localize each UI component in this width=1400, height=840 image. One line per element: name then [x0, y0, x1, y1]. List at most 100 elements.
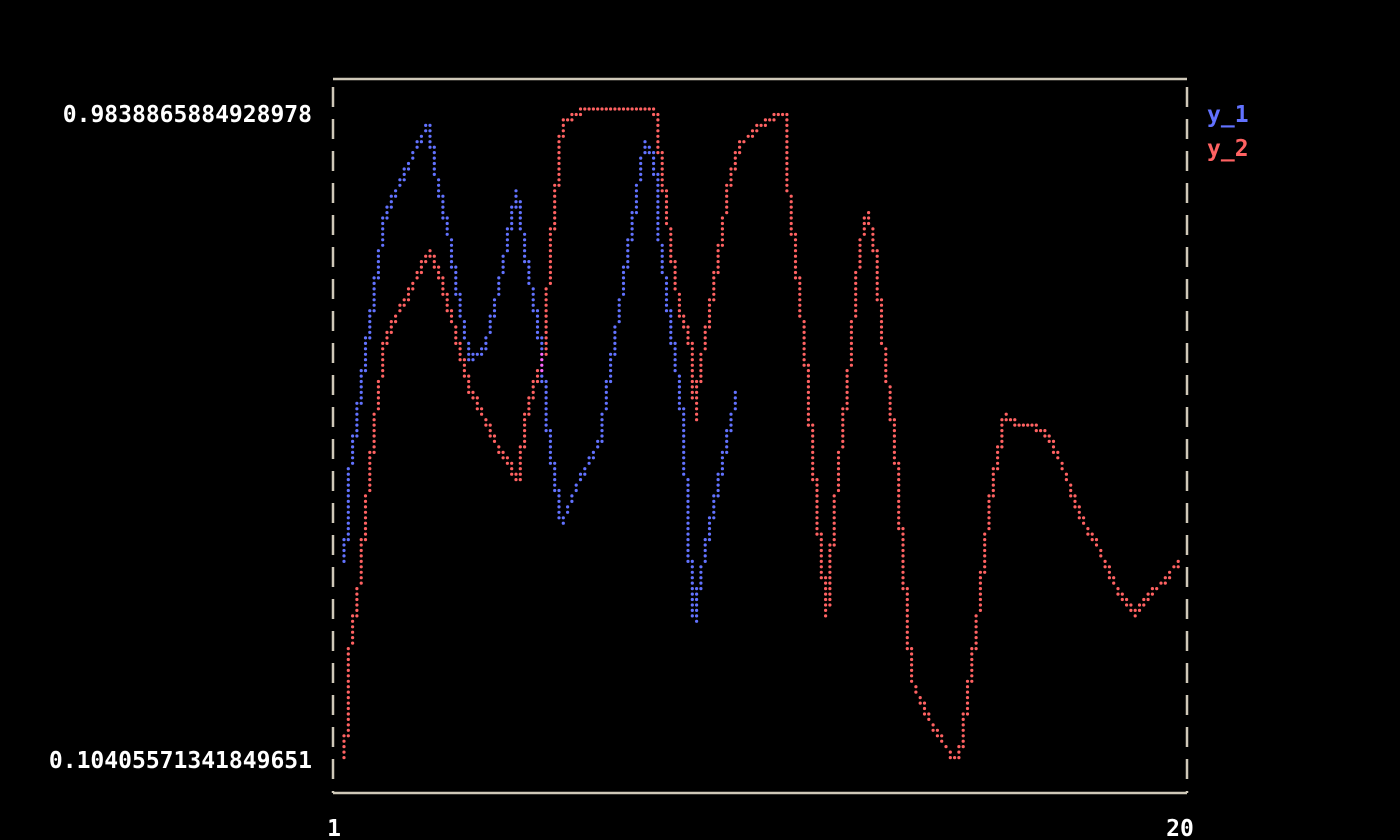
series-y_2-point: [441, 281, 445, 285]
series-y_2-point: [862, 221, 866, 226]
series-y_2-point: [978, 608, 983, 613]
series-y_1-point: [695, 592, 699, 596]
series-y_1-point: [428, 145, 432, 149]
series-y_2-point: [725, 183, 729, 187]
series-y_1-point: [449, 265, 454, 269]
series-y_2-point: [363, 510, 368, 514]
series-y_2-point: [811, 461, 815, 465]
series-y_2-point: [363, 521, 368, 525]
series-y_1-point: [634, 200, 639, 204]
series-y_1-point: [600, 412, 604, 416]
series-y_2-point: [983, 559, 987, 564]
series-y_2-point: [785, 189, 789, 193]
series-y_1-point: [467, 347, 471, 351]
series-y_1-point: [557, 494, 561, 498]
series-y_2-point: [815, 532, 819, 536]
series-y_1-point: [376, 265, 380, 269]
series-y_2-point: [720, 238, 725, 242]
series-y_2-point: [875, 270, 879, 275]
series-y_2-point: [854, 303, 858, 307]
series-y_1-point: [523, 238, 527, 242]
series-y_2-point: [849, 320, 854, 324]
series-y_2-point: [1120, 597, 1124, 602]
series-y_2-point: [673, 270, 677, 275]
series-y_1-point: [677, 379, 682, 384]
series-y_2-point: [510, 461, 514, 465]
series-y_2-point: [811, 467, 815, 471]
series-y_2-point: [346, 723, 350, 727]
series-y_1-point: [535, 325, 540, 329]
series-y_2-point: [879, 330, 884, 334]
series-y_2-point: [901, 538, 905, 542]
series-y_2-point: [372, 445, 376, 449]
series-y_2-point: [918, 701, 922, 705]
series-y_1-point: [634, 189, 639, 193]
series-y_2-point: [897, 494, 901, 498]
series-y_2-point: [798, 298, 802, 302]
series-y_1-point: [368, 336, 372, 340]
series-y_1-point: [355, 418, 359, 422]
series-y_1-point: [510, 221, 514, 226]
series-y_1-point: [682, 423, 686, 427]
series-y_1-point: [428, 129, 432, 133]
series-y_2-point: [879, 298, 884, 302]
series-y_1-point: [686, 483, 690, 487]
series-y_2-point: [875, 254, 879, 258]
series-y_2-point: [686, 336, 690, 340]
series-y_2-point: [381, 358, 385, 362]
series-y_1-point: [682, 439, 686, 443]
series-y_2-point: [553, 200, 557, 204]
series-y_1-point: [372, 309, 376, 313]
series-y_1-point: [652, 161, 656, 166]
series-y_1-point: [720, 467, 725, 471]
series-y_1-point: [402, 172, 406, 176]
series-y_1-point: [454, 270, 458, 275]
series-y_2-point: [394, 320, 398, 324]
series-y_2-point: [918, 696, 922, 700]
series-y_2-point: [544, 303, 548, 307]
series-y_2-point: [376, 396, 380, 400]
series-y_1-point: [677, 374, 682, 378]
series-y_2-point: [690, 341, 694, 345]
series-y_2-point: [905, 597, 909, 602]
series-y_1-point: [437, 183, 441, 187]
series-y_2-point: [686, 341, 690, 345]
series-y_2-point: [553, 216, 557, 220]
series-y_2-point: [871, 243, 875, 247]
series-y_1-point: [699, 565, 703, 569]
series-y_2-point: [991, 472, 995, 476]
series-y_2-point: [910, 647, 914, 651]
series-y_2-point: [544, 347, 548, 351]
series-y_2-point: [983, 538, 987, 542]
series-y_1-point: [609, 358, 613, 362]
series-y_2-point: [699, 352, 703, 356]
series-y_1-point: [359, 379, 363, 384]
series-y_2-point: [802, 347, 806, 351]
series-y_1-point: [596, 439, 600, 443]
series-y_1-point: [733, 401, 737, 405]
series-y_1-point: [411, 151, 415, 155]
series-y_2-point: [510, 467, 514, 471]
series-y_2-point: [948, 756, 952, 760]
series-y_2-point: [437, 276, 441, 280]
series-y_1-point: [535, 336, 540, 340]
series-y_1-point: [613, 330, 617, 334]
series-y_2-point: [531, 390, 535, 394]
series-y_2-point: [544, 336, 548, 340]
series-y_2-point: [854, 276, 858, 280]
series-y_1-point: [677, 396, 682, 400]
series-y_2-point: [544, 298, 548, 302]
series-y_2-point: [381, 341, 385, 345]
series-y_2-point: [763, 123, 768, 127]
series-y_2-point: [553, 211, 557, 215]
series-y_1-point: [385, 216, 389, 220]
series-y_2-point: [1064, 478, 1068, 482]
series-y_2-point: [441, 276, 445, 280]
series-y_1-point: [363, 352, 368, 356]
series-y_1-point: [587, 461, 591, 465]
series-y_1-point: [574, 488, 578, 493]
series-y_1-point: [471, 358, 475, 362]
series-y_1-point: [441, 211, 445, 215]
series-y_1-point: [707, 538, 712, 542]
series-y_2-point: [793, 270, 798, 275]
